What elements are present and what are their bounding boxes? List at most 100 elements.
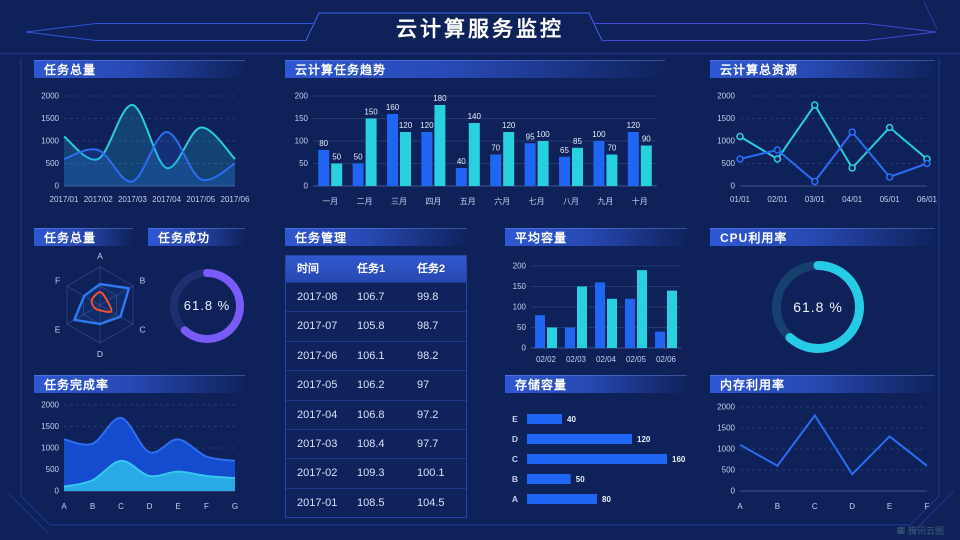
svg-text:1000: 1000 <box>717 137 735 146</box>
watermark[interactable]: ▦ 腾讯云图 <box>896 524 944 537</box>
table-cell: 106.2 <box>357 379 385 392</box>
svg-text:五月: 五月 <box>460 197 476 206</box>
svg-text:150: 150 <box>364 108 378 117</box>
panel-title-memory-usage: 内存利用率 <box>710 375 935 393</box>
svg-text:D: D <box>97 349 103 359</box>
svg-text:2017/05: 2017/05 <box>186 195 215 204</box>
svg-text:500: 500 <box>46 159 60 168</box>
svg-text:2000: 2000 <box>717 403 735 412</box>
table-row: 2017-03 108.4 97.7 <box>286 428 466 458</box>
svg-text:500: 500 <box>46 465 60 474</box>
svg-text:160: 160 <box>386 103 400 112</box>
svg-text:九月: 九月 <box>597 197 613 206</box>
svg-text:B: B <box>512 474 518 484</box>
svg-text:50: 50 <box>354 153 363 162</box>
svg-text:0: 0 <box>304 182 309 191</box>
svg-text:1000: 1000 <box>41 444 59 453</box>
svg-text:50: 50 <box>517 323 526 332</box>
svg-text:1500: 1500 <box>41 422 59 431</box>
svg-text:E: E <box>55 325 61 335</box>
svg-text:十月: 十月 <box>632 196 648 206</box>
table-cell: 109.3 <box>357 467 385 480</box>
panel-title-task-total-top: 任务总量 <box>34 60 245 78</box>
svg-text:三月: 三月 <box>391 197 407 206</box>
svg-text:04/01: 04/01 <box>842 195 863 204</box>
table-cell: 106.1 <box>357 349 385 362</box>
svg-text:500: 500 <box>722 159 736 168</box>
table-cell: 106.7 <box>357 291 385 303</box>
svg-text:100: 100 <box>536 130 550 139</box>
panel-title-task-management: 任务管理 <box>285 228 467 246</box>
svg-text:1500: 1500 <box>717 424 735 433</box>
table-cell: 105.8 <box>357 320 385 333</box>
svg-text:二月: 二月 <box>357 197 373 206</box>
svg-text:02/01: 02/01 <box>767 195 788 204</box>
svg-text:160: 160 <box>672 455 686 464</box>
panel-title-avg-capacity: 平均容量 <box>505 228 687 246</box>
svg-text:2017/02: 2017/02 <box>84 195 113 204</box>
svg-text:100: 100 <box>513 303 527 312</box>
svg-text:200: 200 <box>513 262 527 271</box>
svg-text:F: F <box>925 502 930 511</box>
svg-text:七月: 七月 <box>529 197 545 206</box>
page-title: 云计算服务监控 <box>396 18 564 41</box>
table-cell: 100.1 <box>417 467 445 480</box>
table-row: 2017-02 109.3 100.1 <box>286 458 466 487</box>
memory-usage-line-chart: 0 500 1000 1500 2000 A B C D E F <box>717 403 930 512</box>
table-cell: 98.7 <box>417 320 439 333</box>
panel-title-cpu-usage: CPU利用率 <box>710 228 935 246</box>
task-success-donut-chart <box>170 269 244 343</box>
svg-text:40: 40 <box>457 157 466 166</box>
svg-text:D: D <box>849 502 855 511</box>
svg-text:70: 70 <box>491 144 500 153</box>
svg-text:50: 50 <box>576 475 585 484</box>
table-cell: 2017-03 <box>297 437 338 450</box>
svg-text:120: 120 <box>399 121 413 130</box>
svg-text:C: C <box>512 454 518 464</box>
svg-text:65: 65 <box>560 146 569 155</box>
panel-title-storage-capacity: 存储容量 <box>505 375 687 393</box>
svg-text:F: F <box>55 276 60 286</box>
storage-capacity-bar-chart: E 40 D 120 C 160 B 50 A 80 <box>512 414 686 504</box>
table-cell: 97.7 <box>417 437 439 450</box>
table-row: 2017-06 106.1 98.2 <box>286 340 466 370</box>
svg-text:80: 80 <box>319 139 328 148</box>
task-success-value: 61.8 % <box>183 298 231 313</box>
svg-text:0: 0 <box>55 487 60 496</box>
svg-text:02/02: 02/02 <box>536 355 557 364</box>
svg-text:2017/04: 2017/04 <box>152 195 181 204</box>
svg-text:D: D <box>512 434 518 444</box>
svg-text:六月: 六月 <box>494 196 510 206</box>
svg-text:E: E <box>887 502 892 511</box>
task-total-radar-chart: A B C D E F <box>55 251 146 359</box>
svg-text:120: 120 <box>627 121 641 130</box>
tencent-yuntu-logo-icon: ▦ <box>896 525 905 535</box>
table-cell: 104.5 <box>417 496 445 509</box>
svg-text:2017/06: 2017/06 <box>221 195 250 204</box>
svg-text:八月: 八月 <box>563 197 579 206</box>
svg-text:03/01: 03/01 <box>805 195 826 204</box>
svg-text:2000: 2000 <box>717 92 735 101</box>
table-cell: 2017-07 <box>297 320 338 333</box>
svg-text:2000: 2000 <box>41 401 59 410</box>
svg-text:2017/01: 2017/01 <box>50 195 79 204</box>
table-cell: 99.8 <box>417 291 439 303</box>
svg-text:140: 140 <box>468 112 482 121</box>
avg-capacity-bar-chart: 0 50 100 150 200 02/02 02/03 02/04 02/05 02/06 <box>513 262 681 364</box>
svg-text:C: C <box>139 325 145 335</box>
svg-text:100: 100 <box>592 130 606 139</box>
cpu-usage-value: 61.8 % <box>793 299 843 315</box>
svg-text:G: G <box>232 502 238 511</box>
svg-text:100: 100 <box>295 137 309 146</box>
table-cell: 2017-01 <box>297 496 338 509</box>
table-header-cell: 任务2 <box>417 263 446 275</box>
svg-text:01/01: 01/01 <box>730 195 751 204</box>
table-header-cell: 时间 <box>297 263 319 275</box>
total-resources-line-chart: 0 500 1000 1500 2000 01/01 02/01 03/01 04/01 05/0… <box>717 92 937 205</box>
svg-text:02/05: 02/05 <box>626 355 647 364</box>
table-cell: 108.4 <box>357 437 385 450</box>
table-cell: 106.8 <box>357 408 385 421</box>
task-management-table: 时间 任务1 任务2 2017-08 106.7 99.8 2017-07 105.8 98.7… <box>285 255 467 519</box>
table-row: 2017-08 106.7 99.8 <box>286 282 466 311</box>
